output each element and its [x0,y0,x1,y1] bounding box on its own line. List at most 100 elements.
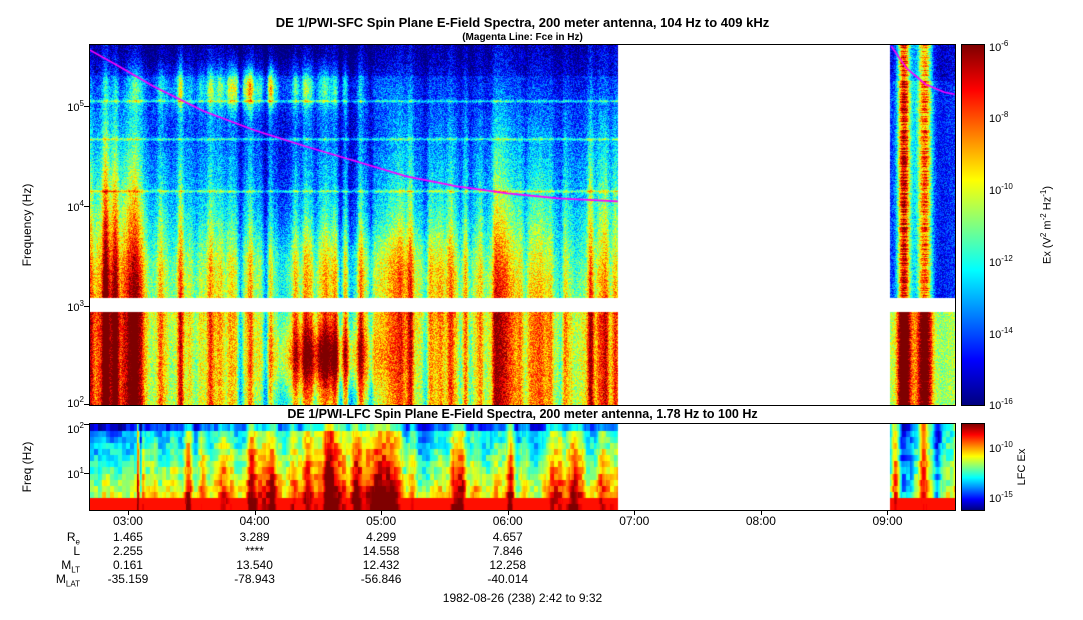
tick-exp: -15 [1001,490,1013,500]
ephemeris-label-mlat: MLAT [34,572,80,588]
ephemeris-value: 3.289 [239,530,270,544]
sfc-colorbar-tick: 10-16 [989,396,1013,412]
lfc-ytick-mark [84,424,90,425]
tick-base: 10 [67,397,80,410]
x-tick-label: 07:00 [619,514,650,528]
ephemeris-value: 4.657 [492,530,523,544]
sfc-spectrogram [90,45,955,405]
tick-base: 10 [989,256,1002,269]
sfc-ytick-1e4: 104 [52,198,84,214]
ephemeris-label-text: L [73,544,80,558]
date-range-footer: 1982-08-26 (238) 2:42 to 9:32 [442,591,603,605]
sfc-ytick-1e3: 103 [52,298,84,314]
ephemeris-label-sub: LAT [65,579,80,589]
tick-base: 10 [989,399,1002,412]
lfc-title: DE 1/PWI-LFC Spin Plane E-Field Spectra,… [287,407,758,421]
ephemeris-value: 13.540 [236,558,273,572]
x-tick-label: 09:00 [872,514,903,528]
tick-base: 10 [67,101,80,114]
tick-base: 10 [989,442,1002,455]
sfc-colorbar-tick: 10-6 [989,38,1008,54]
x-tick-mark [887,510,889,515]
tick-exp: 5 [79,99,84,109]
x-tick-mark [760,510,762,515]
sfc-title: DE 1/PWI-SFC Spin Plane E-Field Spectra,… [275,15,770,30]
lfc-panel [89,423,956,511]
lfc-ytick-1e2: 102 [52,420,84,436]
sfc-panel [89,44,956,406]
ephemeris-value: 12.432 [362,558,400,572]
x-tick-mark [254,510,256,515]
tick-base: 10 [989,112,1002,125]
sfc-colorbar [961,44,985,406]
lfc-colorbar-tick: 10-15 [989,489,1013,505]
sfc-colorbar-tick: 10-14 [989,325,1013,341]
ephemeris-label-re: Re [34,530,80,546]
tick-exp: -16 [1001,397,1013,407]
tick-base: 10 [989,492,1002,505]
tick-base: 10 [67,468,80,481]
sfc-ytick-mark [84,106,90,107]
ephemeris-label-text: M [55,572,66,586]
tick-base: 10 [989,184,1002,197]
tick-exp: 2 [79,395,84,405]
tick-exp: -10 [1001,440,1013,450]
tick-exp: -12 [1001,254,1013,264]
ephemeris-label-l: L [34,544,80,560]
tick-exp: 1 [79,466,84,476]
tick-base: 10 [67,301,80,314]
ephemeris-label-sub: LT [71,565,80,575]
ephemeris-value: 4.299 [366,530,397,544]
sfc-colorbar-tick: 10-8 [989,109,1008,125]
tick-exp: -6 [1001,39,1009,49]
ephemeris-value: 12.258 [489,558,527,572]
lfc-spectrogram [90,424,955,510]
sfc-subtitle: (Magenta Line: Fce in Hz) [462,32,583,43]
x-tick-mark [381,510,383,515]
tick-exp: -8 [1001,110,1009,120]
ephemeris-label-text: M [61,558,72,572]
x-tick-label: 06:00 [492,514,523,528]
sfc-colorbar-tick: 10-12 [989,253,1013,269]
sfc-ytick-mark [84,206,90,207]
x-tick-label: 05:00 [366,514,397,528]
ephemeris-value: -56.846 [360,572,402,586]
tick-base: 10 [989,41,1002,54]
ephemeris-value: 0.161 [112,558,143,572]
tick-base: 10 [67,423,80,436]
tick-exp: 3 [79,299,84,309]
x-tick-label: 03:00 [112,514,143,528]
ephemeris-value: 1.465 [112,530,143,544]
sfc-colorbar-tick: 10-10 [989,181,1013,197]
sfc-ytick-1e2: 102 [52,394,84,410]
ephemeris-value: **** [245,544,264,558]
tick-exp: 2 [79,421,84,431]
ephemeris-value: -35.159 [107,572,149,586]
sfc-ytick-mark [84,306,90,307]
x-tick-mark [634,510,636,515]
lfc-colorbar [961,423,985,511]
tick-exp: -10 [1001,182,1013,192]
lfc-ytick-mark [84,473,90,474]
x-tick-label: 04:00 [239,514,270,528]
ephemeris-value: 14.558 [362,544,400,558]
ephemeris-label-sub: e [75,537,80,547]
ephemeris-value: 7.846 [492,544,523,558]
sfc-ytick-1e5: 105 [52,98,84,114]
x-tick-mark [127,510,129,515]
x-tick-label: 08:00 [745,514,776,528]
tick-base: 10 [989,328,1002,341]
tick-exp: 4 [79,199,84,209]
lfc-colorbar-tick: 10-10 [989,439,1013,455]
ephemeris-value: -78.943 [234,572,275,586]
sfc-ytick-mark [84,404,90,405]
tick-exp: -14 [1001,326,1013,336]
tick-base: 10 [67,201,80,214]
ephemeris-value: -40.014 [487,572,529,586]
ephemeris-label-text: R [66,530,76,544]
x-tick-mark [507,510,509,515]
lfc-ytick-1e1: 101 [52,465,84,481]
ephemeris-value: 2.255 [112,544,143,558]
